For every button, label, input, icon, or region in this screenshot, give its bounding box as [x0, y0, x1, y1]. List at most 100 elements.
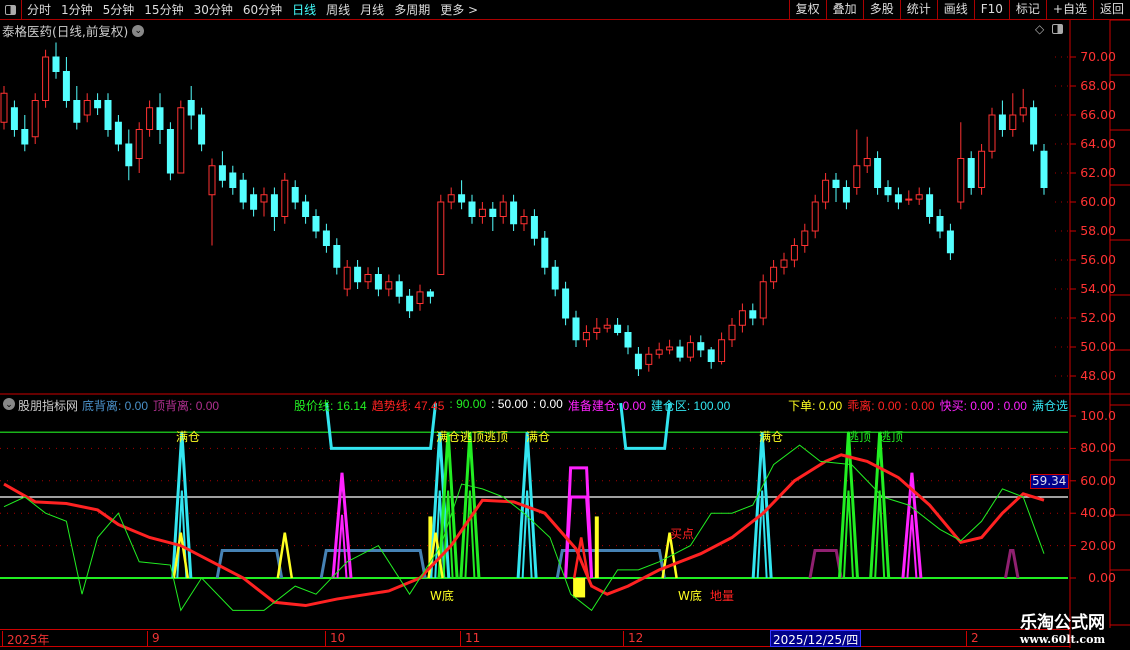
candlestick	[863, 136, 871, 173]
indicator-header: ⌄ 股朋指标网 底背离: 0.00 顶背离: 0.00 股价线: 16.14 趋势线…	[0, 397, 1070, 413]
period-tab-2[interactable]: 5分钟	[102, 3, 135, 17]
indicator-axis-label: 80.00	[1080, 440, 1116, 456]
candlestick	[395, 274, 403, 304]
signal-label: 地量	[710, 589, 735, 603]
candlestick	[499, 194, 507, 224]
indicator-value-1: 顶背离: 0.00	[153, 399, 220, 413]
candlestick	[697, 335, 705, 358]
signal-label: 满仓	[176, 430, 201, 444]
candle-body	[1030, 107, 1038, 145]
toolbar-button-6[interactable]: 标记	[1008, 0, 1046, 19]
candle-body	[874, 158, 882, 188]
candlestick	[83, 93, 91, 123]
candlestick	[978, 144, 986, 195]
toolbar-button-0[interactable]: 复权	[788, 0, 826, 19]
toolbar-button-3[interactable]: 统计	[899, 0, 937, 19]
period-tab-3[interactable]: 15分钟	[144, 3, 184, 17]
period-tab-6[interactable]: 日线	[292, 3, 317, 17]
candle-body	[322, 230, 330, 246]
indicator-axis-label: 60.00	[1080, 472, 1116, 488]
signal-spike-inner	[464, 490, 476, 579]
candle-body	[0, 92, 8, 123]
toolbar-button-2[interactable]: 多股	[862, 0, 900, 19]
candlestick	[10, 100, 18, 137]
candlestick	[458, 180, 466, 210]
indicator-name[interactable]: 股朋指标网	[18, 399, 79, 413]
watermark-name: 乐淘公式网	[1020, 613, 1105, 633]
candlestick	[749, 303, 757, 326]
candlestick	[177, 100, 185, 174]
signal-bar	[594, 516, 599, 578]
panel-toggle-icon[interactable]	[1052, 24, 1064, 34]
signal-spike-inner	[874, 490, 886, 579]
candle-body	[218, 165, 226, 181]
candlestick	[1009, 93, 1017, 137]
indicator-value-7: 准备建仓: 0.00	[567, 399, 646, 413]
indicator-value-6: : 0.00	[532, 397, 563, 411]
signal-spike-inner	[521, 490, 533, 579]
signal-label: W底	[430, 589, 454, 603]
candle-body	[905, 198, 913, 201]
plateau-mark	[319, 548, 427, 579]
plateau-mark	[1004, 548, 1020, 579]
candlestick	[125, 129, 133, 181]
price-axis-label: 66.00	[1080, 107, 1116, 122]
candlestick	[468, 194, 476, 224]
signal-spike	[427, 532, 444, 579]
signal-spike-inner	[906, 514, 918, 579]
diamond-icon[interactable]: ◇	[1035, 22, 1045, 36]
candlestick	[260, 187, 268, 217]
candle-body	[655, 349, 663, 355]
candle-body	[364, 274, 372, 283]
price-axis-label: 48.00	[1080, 368, 1116, 383]
candle-body	[1019, 107, 1027, 116]
period-tab-4[interactable]: 30分钟	[193, 3, 233, 17]
candlestick	[114, 115, 122, 152]
candle-body	[1009, 114, 1017, 130]
period-tab-8[interactable]: 月线	[360, 3, 385, 17]
signal-spike	[276, 532, 294, 579]
signal-spike	[572, 537, 590, 579]
price-axis-label: 50.00	[1080, 339, 1116, 354]
toolbar-button-5[interactable]: F10	[973, 0, 1009, 19]
chevron-down-icon[interactable]: ⌄	[132, 24, 145, 37]
candle-body	[260, 194, 268, 203]
indicator-value-9: 下单: 0.00	[788, 399, 843, 413]
candlestick	[52, 42, 60, 79]
candle-body	[426, 291, 434, 297]
toolbar-button-7[interactable]: +自选	[1045, 0, 1093, 19]
period-tab-9[interactable]: 多周期	[394, 3, 431, 17]
candlestick	[385, 274, 393, 297]
candlestick	[915, 187, 923, 205]
indicator-axis-label: 100.0	[1080, 408, 1116, 423]
indicator-values-left: 底背离: 0.00 顶背离: 0.00	[82, 397, 219, 414]
price-axis-label: 64.00	[1080, 136, 1116, 151]
candlestick	[416, 284, 424, 311]
period-tab-10[interactable]: 更多 >	[440, 3, 479, 17]
candlestick	[603, 318, 611, 333]
candlestick	[801, 223, 809, 253]
candlestick	[302, 194, 310, 224]
stock-title[interactable]: 泰格医药(日线,前复权) ⌄	[2, 21, 145, 40]
toolbar-button-4[interactable]: 画线	[936, 0, 974, 19]
toolbar-button-8[interactable]: 返回	[1092, 0, 1130, 19]
signal-bar	[573, 578, 586, 598]
chevron-down-icon[interactable]: ⌄	[3, 398, 15, 410]
signal-label: W底	[678, 589, 702, 603]
signal-label: 逃顶	[847, 430, 872, 444]
price-axis-label: 60.00	[1080, 194, 1116, 209]
toolbar-button-1[interactable]: 叠加	[825, 0, 863, 19]
candle-body	[104, 100, 112, 130]
candlestick	[374, 267, 382, 297]
candle-body	[125, 143, 133, 167]
period-tab-5[interactable]: 60分钟	[242, 3, 283, 17]
period-tab-7[interactable]: 周线	[326, 3, 351, 17]
candlestick	[187, 86, 195, 130]
period-tab-1[interactable]: 1分钟	[61, 3, 93, 17]
candlestick	[707, 347, 715, 369]
candle-body	[707, 349, 715, 362]
indicator-values-middle: 股价线: 16.14 趋势线: 47.45: 90.00: 50.00: 0.00…	[294, 397, 730, 414]
period-tab-0[interactable]: 分时	[27, 3, 52, 17]
panel-toggle-icon[interactable]	[0, 0, 22, 19]
